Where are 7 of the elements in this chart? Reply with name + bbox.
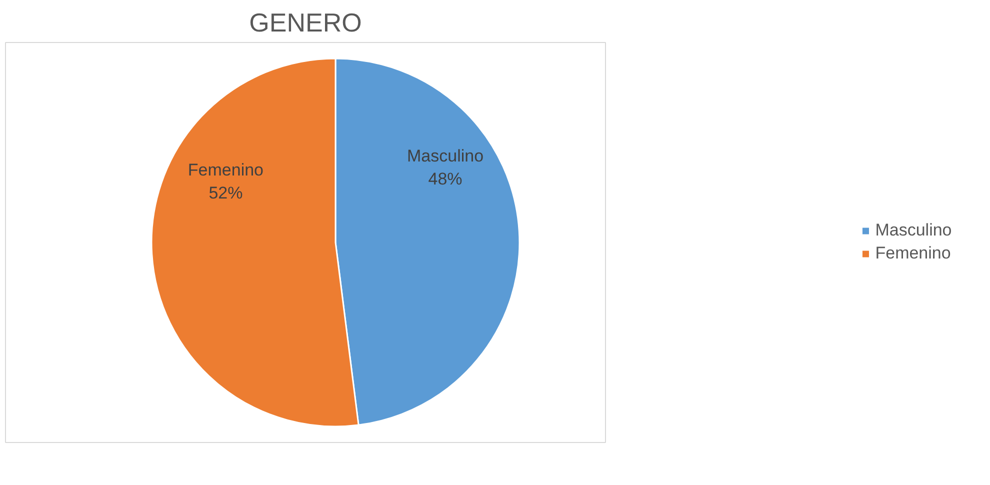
data-label: 52% [208, 183, 243, 202]
legend-label: Masculino [875, 220, 952, 240]
chart-title: GENERO [249, 8, 362, 38]
slice-label: Femenino [188, 160, 264, 180]
data-label: 48% [428, 170, 462, 189]
slice-label: Masculino [407, 146, 484, 166]
legend-label: Femenino [875, 244, 951, 264]
